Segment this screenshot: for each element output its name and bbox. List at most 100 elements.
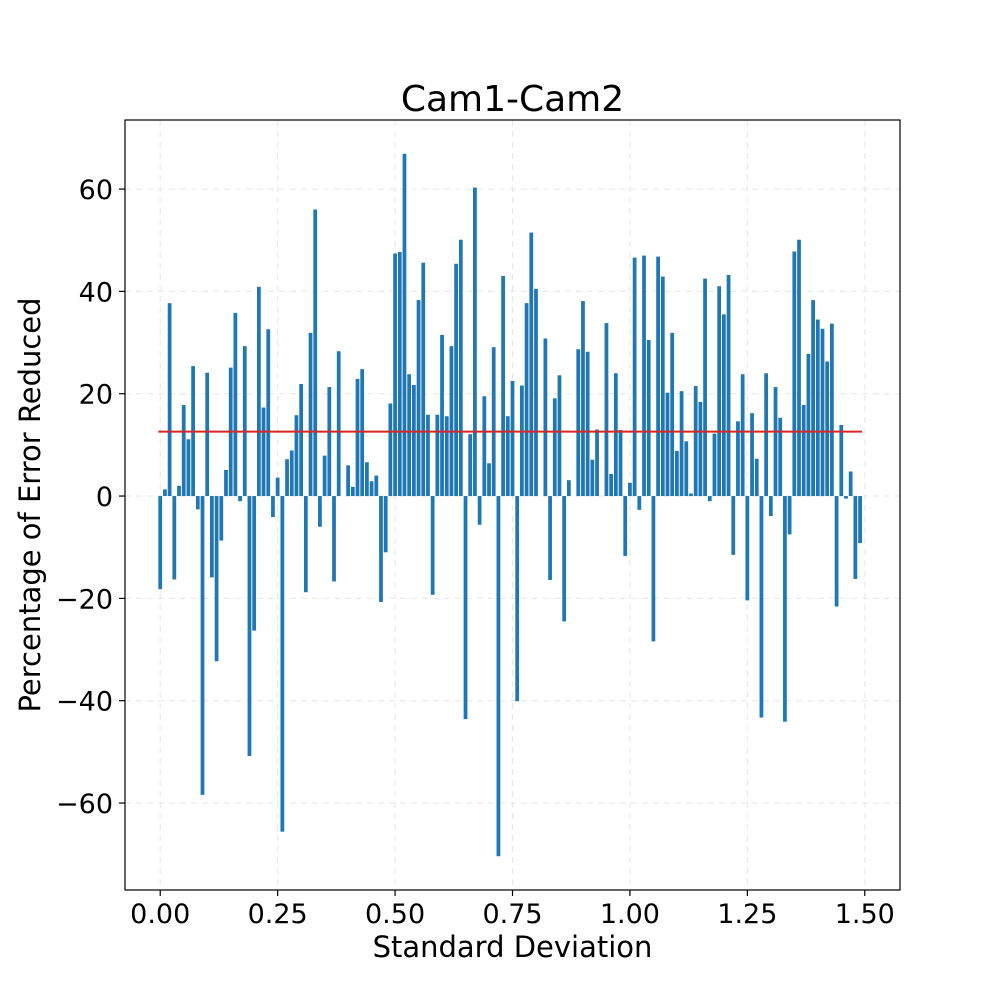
bar [407,374,412,497]
bar [322,455,327,497]
bar [585,351,590,497]
y-tick-label: 60 [79,175,113,206]
bar [454,263,459,497]
bar [336,351,341,497]
bar [214,496,219,662]
x-tick-label: 0.50 [365,899,425,930]
bar [299,384,304,497]
bar [787,496,792,535]
bar [505,416,510,497]
bar [754,458,759,497]
bar [698,401,703,497]
bar [745,496,750,601]
bar [632,257,637,497]
bar [421,262,426,497]
bar [830,323,834,497]
bar [679,391,684,497]
bar [773,387,778,497]
bar [224,469,228,497]
bar [247,496,252,756]
bar [712,433,717,497]
bar [242,346,247,497]
bar [496,496,501,857]
bar [458,239,463,497]
bar [660,276,665,497]
bar [303,496,308,593]
bar [200,496,205,795]
bar [834,496,839,607]
bar [731,496,736,555]
bar [449,346,454,497]
bar [355,378,360,497]
bar [534,288,538,497]
bar [266,329,271,497]
bar [576,349,581,497]
bar [717,286,722,497]
bar [759,496,764,718]
bar [524,303,529,497]
bar [186,439,191,497]
bar [440,334,444,497]
bar [346,465,350,497]
bar [613,373,618,497]
bar [177,485,181,497]
x-axis-label: Standard Deviation [373,930,653,964]
bars [158,153,862,857]
bar [656,256,660,497]
bar [195,496,200,510]
bar [397,252,402,497]
bar [543,338,548,497]
bar [365,462,369,497]
y-tick-label: 0 [96,482,113,513]
bar [721,314,726,497]
bar [477,496,482,525]
bar [820,328,825,497]
bar [313,209,318,497]
bar [205,372,210,497]
bar [402,153,407,497]
bar [548,496,552,580]
bar [689,493,693,497]
bar [510,380,515,497]
bar [801,404,806,497]
bar [332,496,336,582]
bar [327,387,332,497]
bar [374,475,379,497]
bar [768,496,773,516]
bar [684,441,689,497]
bar [778,417,783,497]
bar [444,416,449,497]
bar [430,496,435,595]
bar [825,361,830,497]
bar [670,332,675,497]
bar [618,430,623,497]
bar [590,459,595,497]
bar [595,429,599,497]
bar [811,300,815,497]
bar [609,474,614,497]
bar [740,374,745,497]
bar [750,413,754,497]
bar [529,232,534,497]
bar [318,496,322,527]
x-tick-label: 1.25 [717,899,777,930]
bar [844,496,848,499]
bar [642,255,646,497]
bar [552,398,557,497]
bar [562,496,567,622]
bar [665,392,670,497]
bar [275,477,280,497]
bar [806,353,811,497]
bar [271,496,275,518]
bar [219,496,224,541]
x-tick-label: 1.50 [835,899,895,930]
bar [566,480,571,497]
bar [487,463,491,497]
bar [167,303,172,497]
bar [792,251,797,497]
bar [707,496,712,502]
y-tick-label: −20 [56,584,113,615]
bar [646,340,651,497]
bar [308,332,313,497]
